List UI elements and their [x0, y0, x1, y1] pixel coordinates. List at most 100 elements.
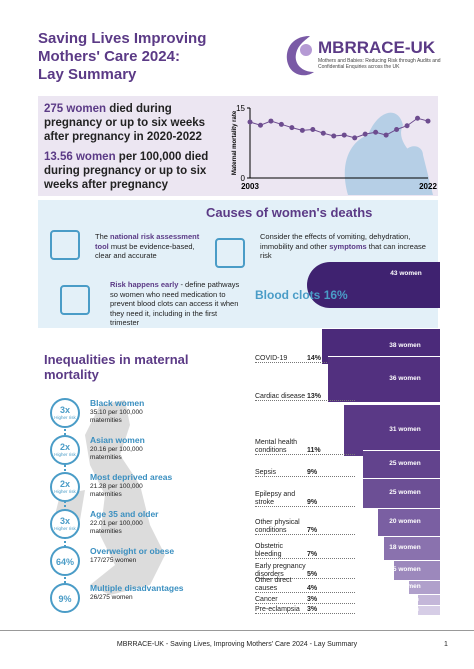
percent: 3% — [307, 595, 318, 603]
badge-sub: Higher risk — [54, 526, 76, 531]
percent: 7% — [307, 550, 318, 558]
percent: 9% — [307, 498, 318, 506]
group-detail: 21.28 per 100,000 maternities — [90, 483, 143, 498]
group-detail: 35.10 per 100,000 maternities — [90, 409, 143, 424]
badge-value: 3x — [59, 516, 70, 526]
percent: 13% — [307, 392, 322, 400]
icon — [50, 230, 80, 260]
x-tick-label: 2022 — [419, 182, 437, 191]
group-name: Black women — [90, 398, 145, 408]
tip-text: Consider the effects of vomiting, dehydr… — [260, 232, 411, 251]
group-name: Multiple disadvantages — [90, 583, 184, 593]
bar — [362, 450, 440, 478]
rule — [0, 630, 474, 631]
badge: 3x Higher risk — [50, 509, 80, 539]
cause-label: COVID-19 14% — [255, 346, 355, 363]
y-tick-label: 15 — [236, 104, 245, 113]
women-label: 38 women — [389, 342, 421, 349]
women-label: 7 women — [391, 595, 419, 603]
women-label: 43 women — [390, 270, 422, 277]
cause-label: Other physical conditions 7% — [255, 518, 355, 535]
cause-label: Sepsis 9% — [255, 460, 355, 477]
logo-icon — [286, 36, 314, 76]
text: per 100,000 died during pregnancy or up … — [44, 151, 209, 191]
point — [331, 133, 337, 139]
percent: 4% — [307, 584, 318, 592]
women-label: 25 women — [389, 460, 421, 467]
cause-label: Early pregnancy disorders 5% — [255, 562, 355, 579]
point — [362, 131, 368, 137]
icon — [215, 238, 245, 268]
percent: 5% — [307, 570, 318, 578]
point — [310, 126, 316, 132]
cause-name: Sepsis — [255, 468, 277, 476]
women-label: 15 women — [389, 566, 421, 573]
tip-text: must be evidence-based, clear and accura… — [95, 241, 195, 261]
badge-value: 2x — [59, 442, 70, 452]
badge-value: 9% — [58, 594, 72, 604]
point — [299, 127, 305, 133]
y-label: Maternal mortality rate — [232, 110, 238, 175]
group-detail: 177/275 women — [90, 557, 137, 564]
point — [341, 132, 347, 138]
bar — [418, 594, 440, 605]
point — [373, 129, 379, 135]
x-tick-label: 2003 — [241, 182, 259, 191]
footer: MBRRACE-UK - Saving Lives, Improving Mot… — [116, 641, 358, 648]
bar — [378, 508, 440, 536]
badge-value: 3x — [59, 405, 70, 415]
group-detail: 20.16 per 100,000 maternities — [90, 446, 143, 461]
bar — [418, 605, 440, 615]
cause-name: COVID-19 — [255, 354, 288, 362]
bar — [384, 536, 440, 560]
tip-text: that can increase risk — [260, 241, 426, 261]
tip: Risk happens early - define pathways so … — [110, 280, 240, 328]
point — [247, 119, 253, 125]
cause-name: Other physical conditions — [255, 519, 300, 534]
point — [268, 118, 274, 124]
cause-label: Cardiac disease 13% — [255, 384, 355, 401]
cause-name: Early pregnancy disorders — [255, 563, 306, 578]
point — [320, 130, 326, 136]
summary-deaths: 275 women died during pregnancy or up to… — [44, 102, 229, 144]
cause-name: Cancer — [255, 595, 278, 603]
badge-value: 64% — [55, 557, 74, 567]
badge: 64% — [50, 546, 80, 576]
causes-title: Causes of women's deaths — [206, 205, 373, 220]
bar — [306, 262, 440, 308]
percent: 7% — [307, 526, 318, 534]
cause-label: Mental health conditions 11% — [255, 438, 355, 455]
women-label: 20 women — [389, 518, 421, 525]
point — [404, 123, 410, 129]
badge-sub: Higher risk — [54, 415, 76, 420]
bar — [393, 560, 440, 580]
group-detail: 26/275 women — [90, 594, 133, 601]
cause-label: Obstetric bleeding 7% — [255, 542, 355, 559]
inequalities-title: Inequalities in maternal mortality — [44, 352, 189, 382]
highlight: 13.56 women — [44, 151, 116, 163]
tip-text: national risk assessment tool — [95, 232, 200, 251]
percent: 11% — [307, 446, 321, 454]
title: Saving Lives Improving Mothers' Care 202… — [38, 30, 207, 83]
women-label: 10 women — [389, 583, 421, 590]
badge-sub: Higher risk — [54, 452, 76, 457]
badge: 2x Higher risk — [50, 472, 80, 502]
group-name: Most deprived areas — [90, 472, 173, 482]
y-tick-label: 0 — [241, 174, 246, 183]
cause-label: Cancer 3% — [255, 587, 355, 604]
bar — [409, 580, 440, 594]
cause-name: Mental health conditions — [255, 439, 298, 454]
cause-name: Epilepsy and stroke — [255, 491, 296, 506]
percent: 3% — [307, 605, 318, 613]
badge: 9% — [50, 583, 80, 613]
cause-name: Other direct causes — [255, 577, 292, 592]
group-name: Overweight or obese — [90, 546, 175, 556]
women-label: 18 women — [389, 544, 421, 551]
cause-name: Blood clots — [255, 288, 321, 302]
group-name: Asian women — [90, 435, 145, 445]
point — [383, 132, 389, 138]
logo-tagline: Mothers and Babies: Reducing Risk throug… — [318, 58, 441, 70]
women-label: 7 women — [391, 606, 419, 613]
women-label: 31 women — [389, 426, 421, 433]
